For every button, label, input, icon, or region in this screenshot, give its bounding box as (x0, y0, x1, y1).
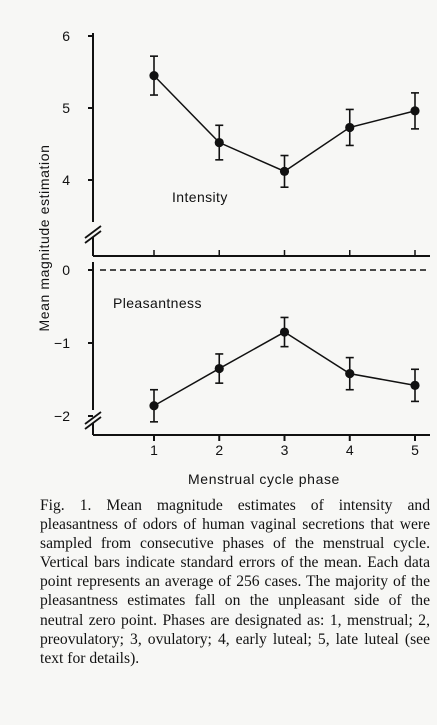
top-axis-break (84, 225, 102, 239)
x-tick-label: 2 (215, 442, 223, 458)
intensity-y-tick-label: 4 (62, 172, 70, 188)
pleasantness-data-point (345, 369, 355, 379)
intensity-y-tick-label: 5 (62, 100, 70, 116)
pleasantness-y-tick-label: 0 (62, 262, 70, 278)
bottom-panel: 0 −1 −2 Pleasantness (54, 262, 430, 424)
pleasantness-data-point (214, 363, 224, 374)
pleasantness-panel-label: Pleasantness (113, 295, 202, 311)
pleasantness-y-tick-label: −2 (54, 408, 70, 424)
intensity-data-point (410, 106, 420, 116)
x-tick-label: 5 (411, 442, 419, 458)
top-panel: 4 5 6 Intensity (62, 28, 420, 205)
x-tick-label: 3 (281, 442, 289, 458)
figure: 4 5 6 Intensity 0 −1 −2 Pleasantness 1 2 3 4 5 Mea… (36, 28, 430, 487)
y-axis-title: Mean magnitude estimation (36, 145, 52, 332)
intensity-data-point (214, 137, 224, 148)
x-tick-label: 1 (150, 442, 158, 458)
intensity-data-point (149, 71, 159, 81)
pleasantness-y-tick-label: −1 (54, 335, 70, 351)
x-tick-label: 4 (346, 442, 354, 458)
chart: 4 5 6 Intensity 0 −1 −2 Pleasantness 1 2 3 4 5 Mea… (36, 28, 430, 487)
intensity-panel-label: Intensity (172, 189, 228, 205)
pleasantness-data-point (279, 327, 290, 337)
intensity-data-point (279, 166, 290, 176)
pleasantness-data-point (410, 380, 420, 390)
intensity-y-tick-label: 6 (62, 28, 70, 44)
figure-caption: Fig. 1. Mean magnitude estimates of inte… (40, 497, 430, 667)
intensity-data-point (345, 122, 355, 133)
x-axis-title: Menstrual cycle phase (188, 471, 340, 487)
bottom-axis-break (84, 411, 102, 425)
pleasantness-data-point (149, 401, 159, 411)
x-axis-ticks: 1 2 3 4 5 (150, 250, 419, 458)
